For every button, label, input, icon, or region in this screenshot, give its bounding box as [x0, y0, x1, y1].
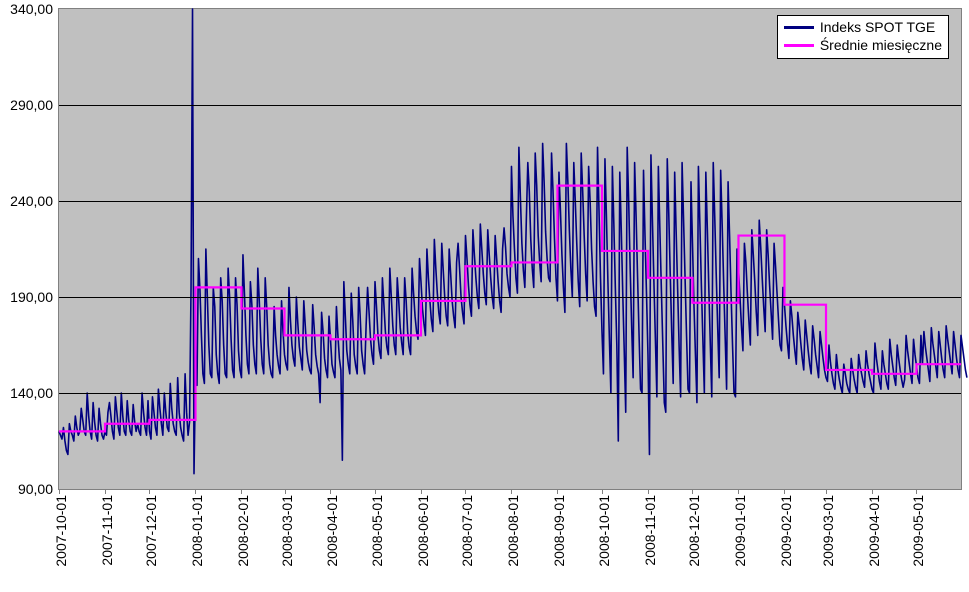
legend-swatch	[784, 44, 814, 47]
x-axis-label: 2007-12-01	[143, 489, 159, 567]
legend-swatch	[784, 26, 814, 29]
legend-label: Indeks SPOT TGE	[820, 18, 935, 36]
x-axis-label: 2008-12-01	[686, 489, 702, 567]
x-axis-label: 2008-07-01	[459, 489, 475, 567]
x-axis-label: 2009-04-01	[866, 489, 882, 567]
line-chart: Indeks SPOT TGEŚrednie miesięczne 90,001…	[0, 0, 969, 592]
x-axis-label: 2008-03-01	[279, 489, 295, 567]
plot-area: Indeks SPOT TGEŚrednie miesięczne 90,001…	[58, 8, 962, 490]
x-axis-label: 2008-08-01	[505, 489, 521, 567]
x-axis-label: 2008-06-01	[415, 489, 431, 567]
x-axis-label: 2009-05-01	[910, 489, 926, 567]
x-axis-label: 2008-11-01	[642, 489, 658, 566]
x-axis-label: 2009-01-01	[732, 489, 748, 567]
x-axis-label: 2007-10-01	[53, 489, 69, 567]
x-axis-label: 2008-09-01	[551, 489, 567, 567]
x-axis-label: 2009-03-01	[820, 489, 836, 567]
series-svg	[59, 9, 961, 489]
legend-item: Indeks SPOT TGE	[784, 18, 942, 36]
y-gridline	[59, 393, 961, 394]
x-axis-label: 2008-04-01	[324, 489, 340, 567]
y-axis-label: 340,00	[10, 1, 59, 17]
y-axis-label: 190,00	[10, 289, 59, 305]
x-axis-label: 2008-10-01	[596, 489, 612, 567]
y-gridline	[59, 297, 961, 298]
y-axis-label: 140,00	[10, 385, 59, 401]
legend: Indeks SPOT TGEŚrednie miesięczne	[777, 15, 949, 59]
legend-label: Średnie miesięczne	[820, 36, 942, 54]
x-axis-label: 2008-01-01	[189, 489, 205, 567]
x-axis-label: 2007-11-01	[99, 489, 115, 566]
x-axis-label: 2008-05-01	[369, 489, 385, 567]
y-axis-label: 240,00	[10, 193, 59, 209]
y-gridline	[59, 201, 961, 202]
y-axis-label: 290,00	[10, 97, 59, 113]
x-axis-label: 2009-02-01	[778, 489, 794, 567]
y-gridline	[59, 105, 961, 106]
legend-item: Średnie miesięczne	[784, 36, 942, 54]
x-axis-label: 2008-02-01	[235, 489, 251, 567]
